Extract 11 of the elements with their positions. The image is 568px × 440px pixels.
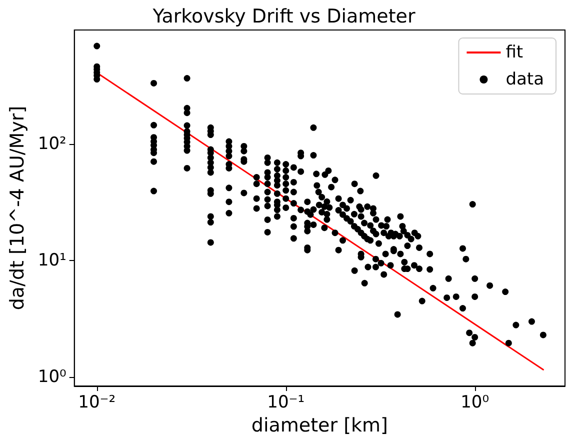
y-tick-label: 10¹ <box>38 250 66 271</box>
x-axis-title: diameter [km] <box>251 414 388 436</box>
legend-label: data <box>506 70 544 90</box>
chart-title: Yarkovsky Drift vs Diameter <box>152 6 416 28</box>
x-tick-label: 10⁻¹ <box>267 392 305 412</box>
x-tick-label: 10⁰ <box>460 392 490 412</box>
y-tick-label: 10⁰ <box>38 367 67 388</box>
y-tick-label: 10² <box>38 134 66 154</box>
y-axis-title: da/dt [10^-4 AU/Myr] <box>6 106 28 310</box>
legend-label: fit <box>506 42 524 62</box>
x-tick-label: 10⁻² <box>78 392 116 412</box>
